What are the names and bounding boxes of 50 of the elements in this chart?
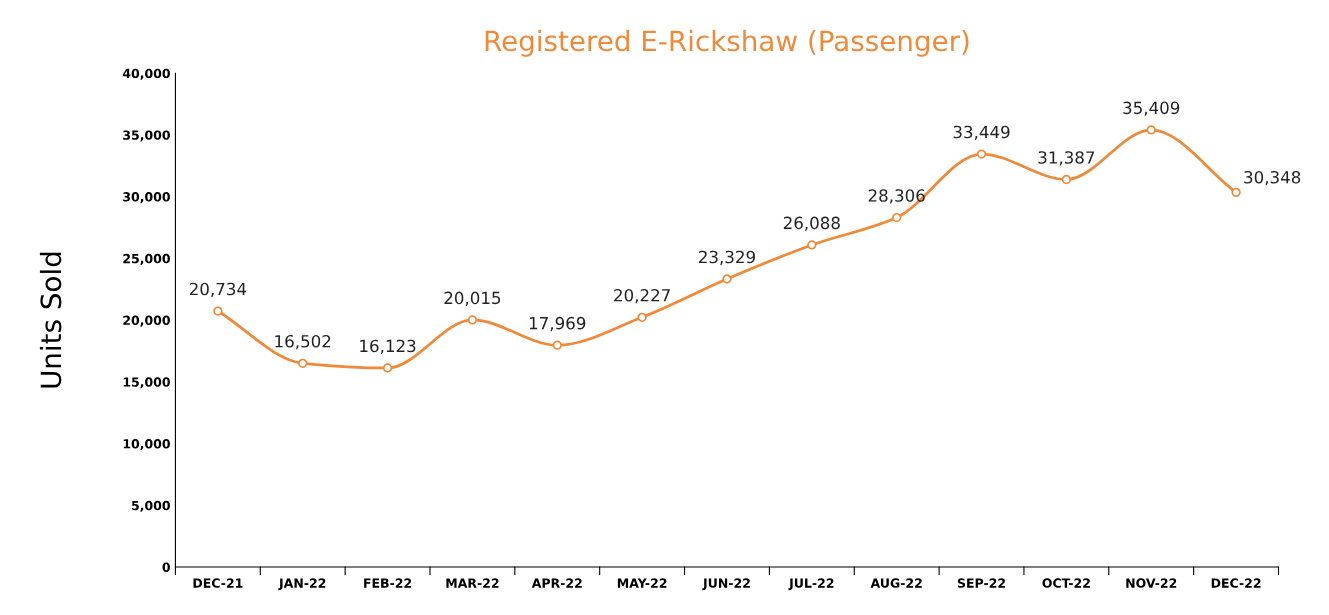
text: 17,969 — [529, 316, 586, 332]
text: 20,734 — [189, 282, 247, 298]
y-tick-label: 35,000 — [123, 130, 170, 142]
point — [552, 340, 562, 350]
x-tick-label: MAR-22 — [446, 578, 499, 588]
x-tick-label: JAN-22 — [278, 578, 326, 591]
point — [213, 306, 223, 316]
text: 26,088 — [783, 216, 840, 231]
text: 16,123 — [360, 339, 416, 354]
y-tick-label: 5,000 — [131, 500, 170, 512]
point — [382, 363, 393, 373]
point — [1231, 187, 1241, 198]
point — [1146, 125, 1156, 135]
x-tick-label: OCT-22 — [1042, 578, 1090, 588]
x-tick-label: MAY-22 — [617, 578, 667, 588]
x-tick-label: JUN-22 — [702, 578, 750, 591]
x-tick-label: APR-22 — [531, 578, 582, 588]
x-tick-label: NOV-22 — [1126, 578, 1177, 588]
text: 33,449 — [953, 125, 1010, 141]
y-tick-label: 20,000 — [123, 315, 170, 327]
text: 30,348 — [1244, 170, 1301, 186]
point — [467, 315, 478, 325]
x-tick-label: AUG-22 — [870, 578, 922, 588]
y-tick-label: 30,000 — [123, 192, 170, 204]
text: 20,227 — [614, 288, 670, 304]
y-axis-title: Units Sold — [39, 252, 62, 388]
point — [892, 212, 902, 223]
y-tick-label: 40,000 — [122, 68, 170, 80]
text: 20,015 — [444, 291, 501, 306]
text: 31,387 — [1038, 151, 1095, 166]
text: 16,502 — [275, 334, 331, 350]
point — [298, 358, 308, 368]
point — [637, 312, 647, 322]
text: 35,409 — [1123, 101, 1180, 116]
x-tick-label: DEC-21 — [193, 578, 243, 588]
x-tick-label: FEB-22 — [364, 578, 412, 588]
text: 23,329 — [699, 250, 755, 265]
point — [722, 274, 732, 284]
y-tick-label: 25,000 — [123, 253, 170, 265]
y-tick-label: 15,000 — [123, 377, 170, 389]
point — [976, 149, 987, 159]
x-tick-label: JUL-22 — [788, 578, 834, 591]
chart-title: Registered E-Rickshaw (Passenger) — [485, 29, 969, 57]
point — [1061, 174, 1072, 185]
y-tick-label: 10,000 — [123, 439, 170, 451]
x-tick-label: DEC-22 — [1211, 578, 1261, 588]
text: 28,306 — [868, 189, 925, 204]
x-tick-label: SEP-22 — [957, 578, 1005, 588]
y-tick-label: 0 — [162, 562, 170, 572]
point — [807, 240, 817, 250]
